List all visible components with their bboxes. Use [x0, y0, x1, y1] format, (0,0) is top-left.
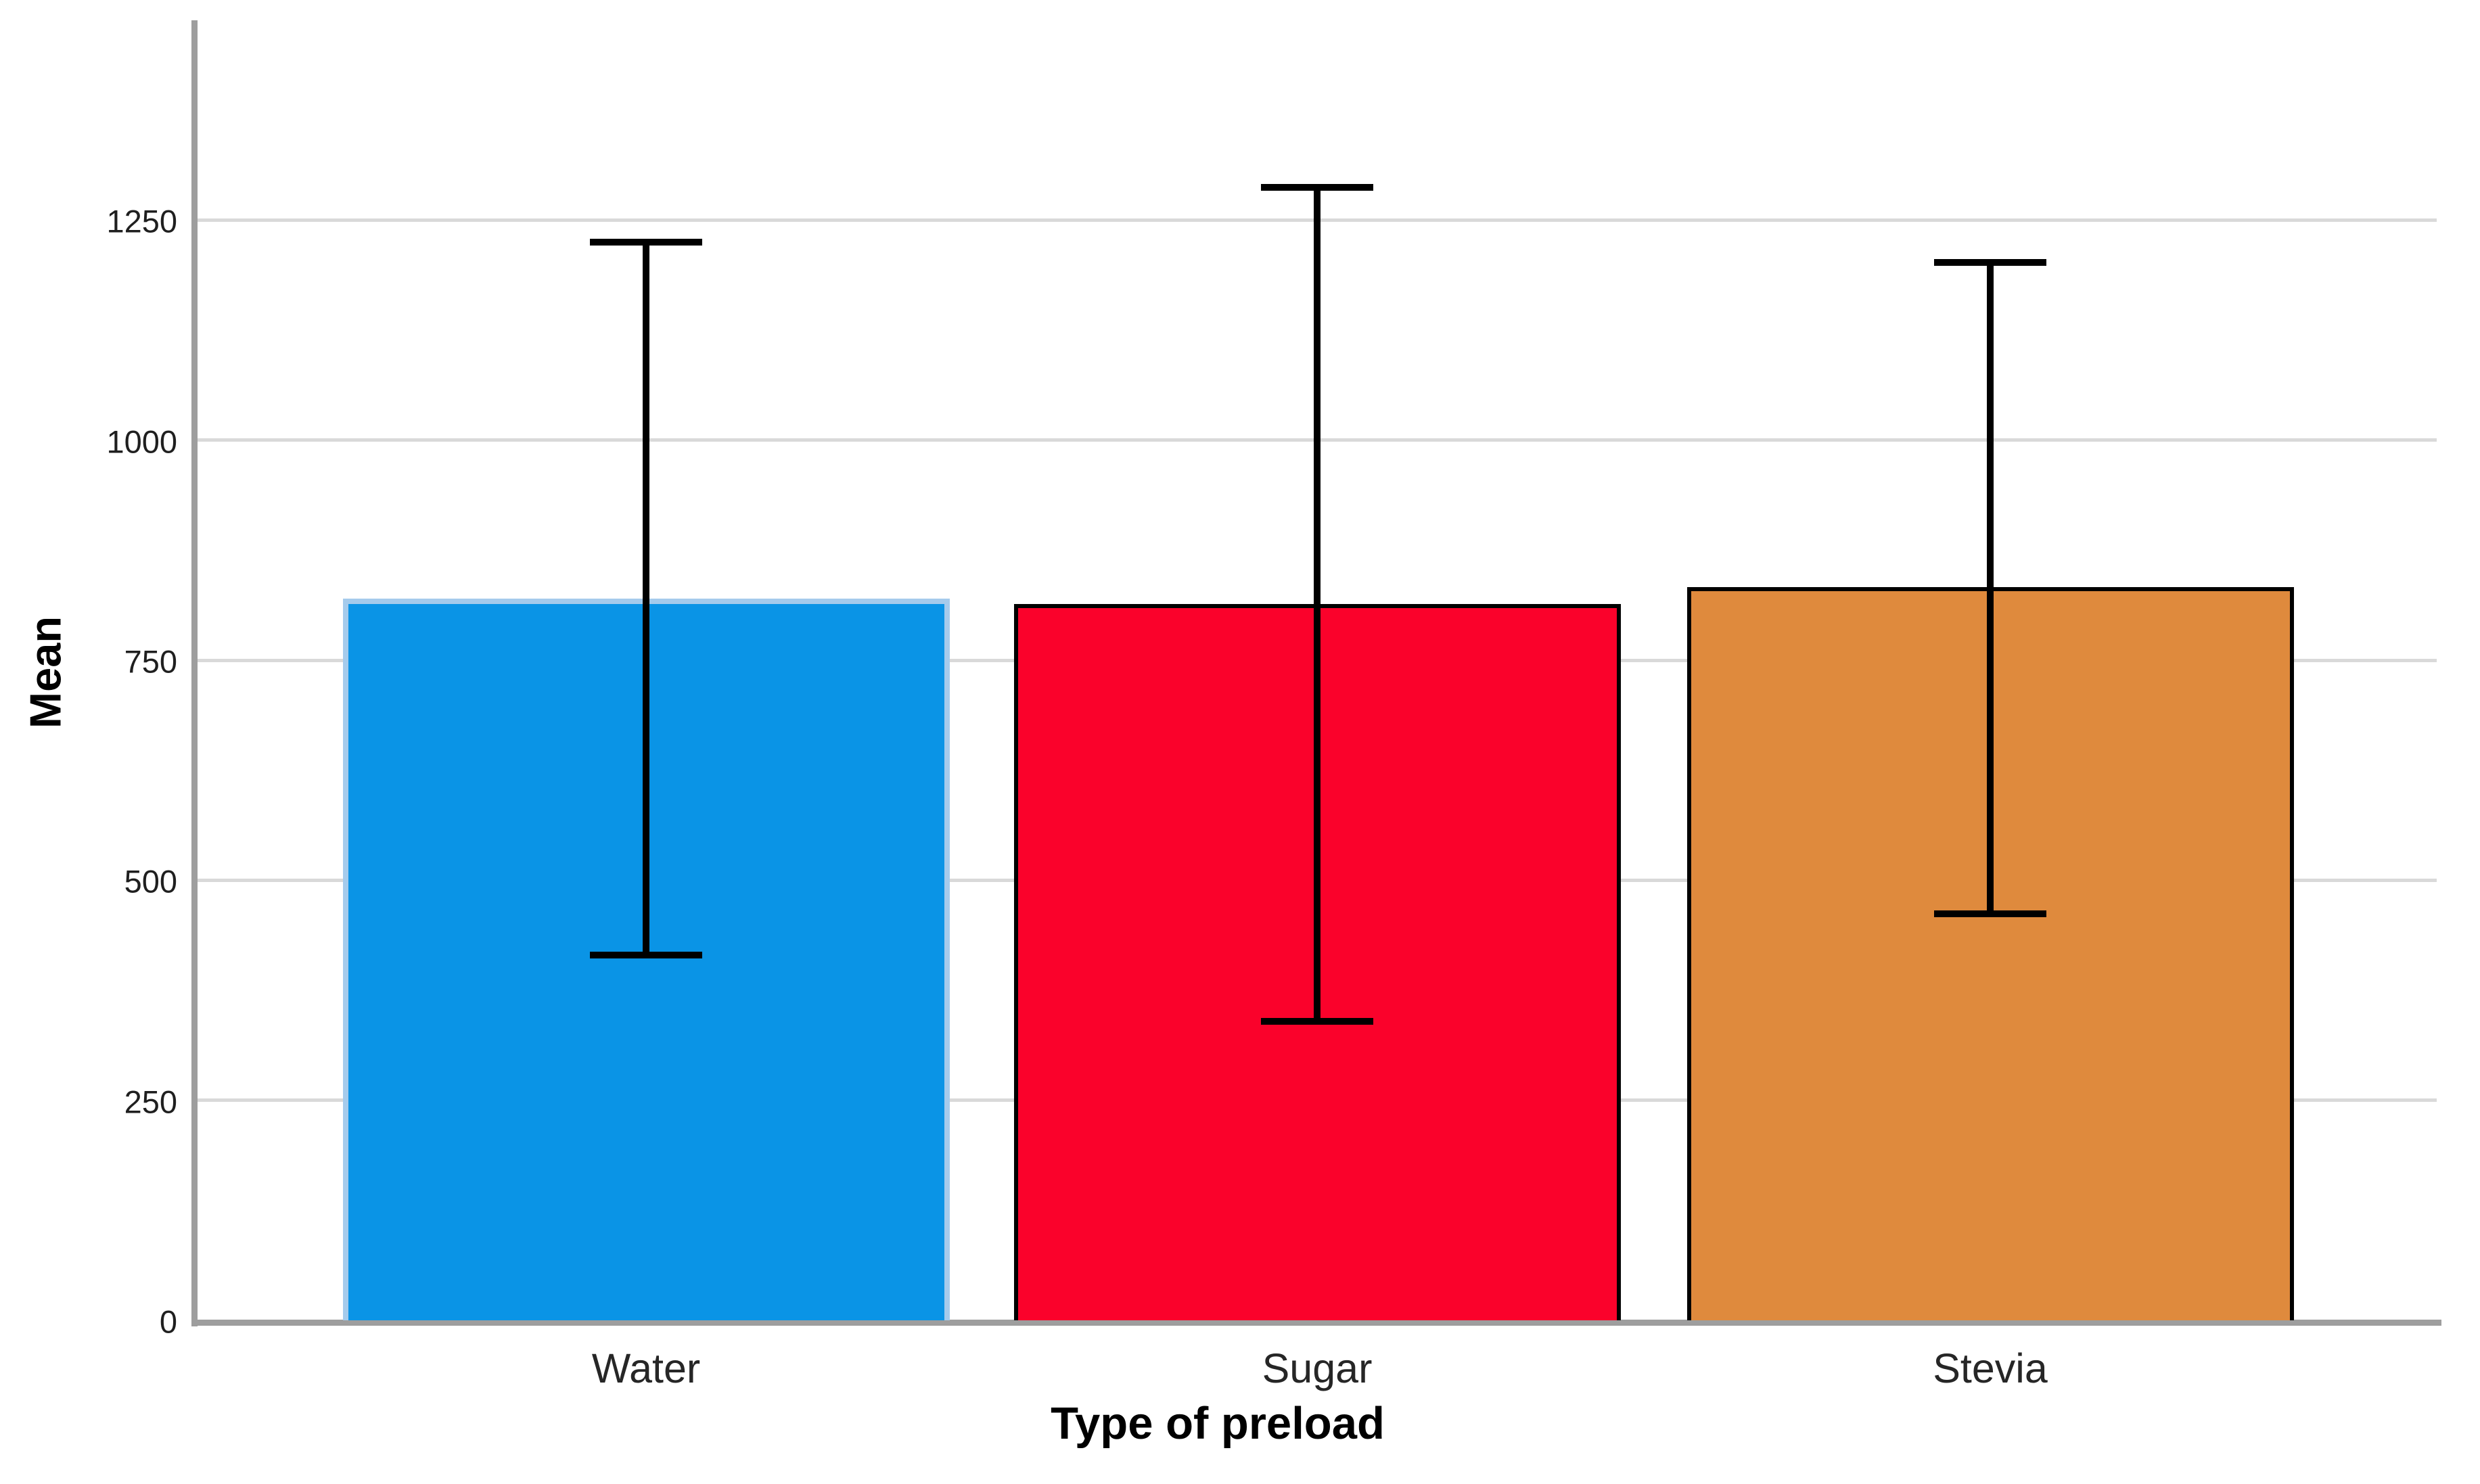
error-bar-stem-water [643, 241, 649, 955]
error-bar-bottom-cap-stevia [1934, 910, 2046, 917]
y-tick-label-0: 0 [159, 1303, 177, 1340]
x-axis-title: Type of preload [1051, 1398, 1385, 1449]
error-bar-top-cap-water [590, 238, 702, 246]
x-axis-line [191, 1320, 2441, 1326]
x-category-label-sugar: Sugar [1262, 1345, 1373, 1391]
error-bar-stem-stevia [1987, 262, 1994, 914]
x-category-label-water: Water [591, 1345, 701, 1391]
y-tick-label-1250: 1250 [106, 203, 177, 239]
error-bar-stem-sugar [1314, 187, 1321, 1021]
error-bar-top-cap-stevia [1934, 258, 2046, 266]
y-tick-label-750: 750 [124, 643, 177, 680]
y-axis-title: Mean [20, 616, 70, 729]
y-tick-label-1000: 1000 [106, 423, 177, 460]
y-tick-label-500: 500 [124, 863, 177, 900]
y-tick-label-250: 250 [124, 1084, 177, 1120]
bar-water [342, 598, 950, 1320]
y-axis-line [191, 20, 198, 1326]
error-bar-top-cap-sugar [1261, 184, 1373, 191]
x-category-label-stevia: Stevia [1933, 1345, 2048, 1391]
error-bar-bottom-cap-water [590, 951, 702, 958]
error-bar-bottom-cap-sugar [1261, 1017, 1373, 1025]
